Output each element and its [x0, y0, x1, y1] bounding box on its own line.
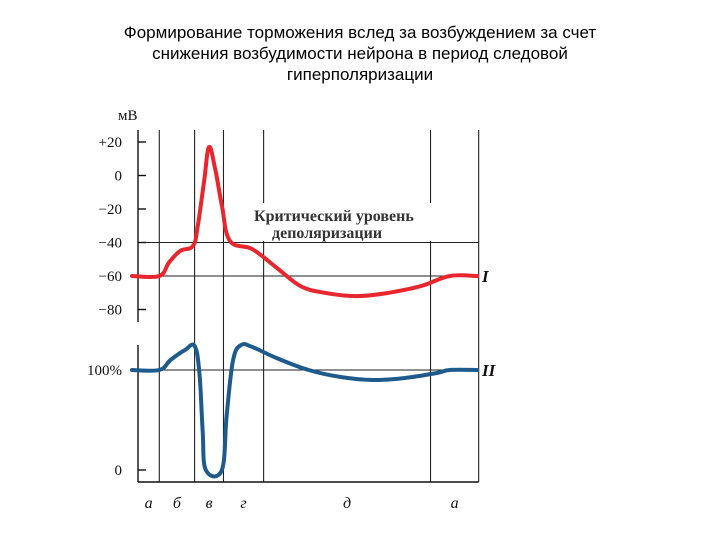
title-line-3: гиперполяризации	[286, 65, 434, 84]
phase-label: а	[451, 495, 459, 512]
title-line-1: Формирование торможения вслед за возбужд…	[123, 23, 597, 42]
title-line-2: снижения возбудимости нейрона в период с…	[152, 44, 568, 63]
threshold-annotation: деполяризации	[272, 225, 382, 242]
series-layer	[130, 144, 480, 479]
phase-label: б	[173, 495, 182, 512]
y-axis-label: мВ	[118, 108, 138, 124]
series-I-line	[130, 144, 480, 299]
threshold-annotation: Критический уровень	[254, 208, 414, 225]
slide-title: Формирование торможения вслед за возбужд…	[60, 22, 660, 86]
y-tick-label: 0	[115, 169, 123, 185]
phase-label: г	[240, 495, 246, 512]
series-II-label: II	[481, 361, 497, 380]
y-tick-label: −60	[99, 269, 122, 285]
phase-label: в	[206, 495, 213, 512]
phase-label: д	[343, 495, 351, 512]
y-tick-label: 0	[115, 463, 123, 479]
y-tick-label: 100%	[87, 363, 122, 379]
label-layer: мВ +20 0 −20 −40 −60 −80 100% 0 Критический урове…	[87, 108, 497, 512]
grid-layer	[138, 130, 480, 482]
axis-layer	[137, 130, 479, 483]
y-tick-label: +20	[99, 135, 122, 151]
y-tick-label: −80	[99, 303, 122, 319]
phase-label: а	[145, 495, 153, 512]
y-tick-label: −40	[99, 236, 122, 252]
y-tick-label: −20	[99, 202, 122, 218]
series-II-line	[130, 342, 480, 479]
annotation-background	[250, 203, 460, 241]
series-I-label: I	[481, 267, 490, 286]
